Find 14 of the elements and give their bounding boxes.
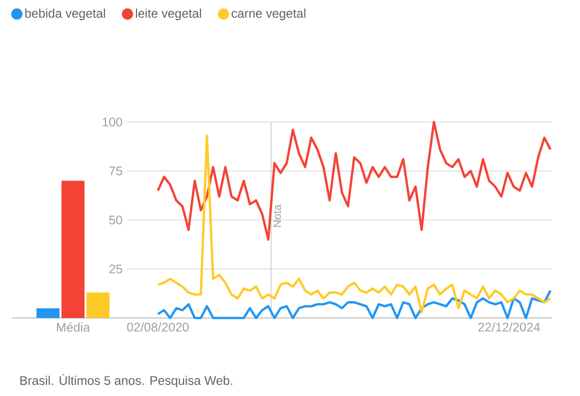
- legend-label: carne vegetal: [232, 8, 306, 20]
- x-tick-label: Média: [56, 322, 90, 332]
- x-tick-label: 22/12/2024: [478, 322, 540, 332]
- legend-label: bebida vegetal: [25, 8, 105, 20]
- ref-line-label: Nota: [273, 204, 282, 227]
- x-tick-label: 02/08/2020: [127, 322, 189, 332]
- y-tick-label: 75: [109, 166, 122, 176]
- y-tick-label: 100: [102, 118, 122, 126]
- y-tick-label: 50: [109, 216, 122, 224]
- text: Brasil. Últimos 5 anos. Pesquisa Web.: [20, 374, 232, 388]
- line-series: [156, 134, 552, 314]
- line-series: [156, 120, 552, 241]
- y-tick-label: 25: [109, 264, 122, 274]
- legend-label: leite vegetal: [136, 8, 201, 20]
